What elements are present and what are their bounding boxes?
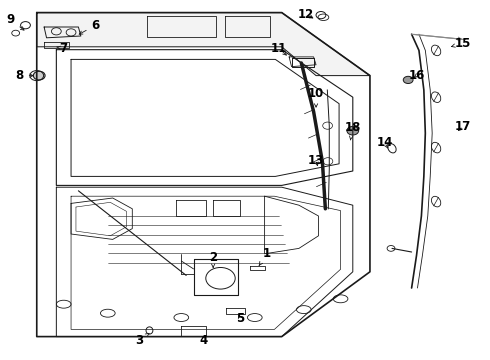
Text: 12: 12 [298, 8, 315, 21]
Text: 14: 14 [376, 136, 393, 149]
Text: 15: 15 [452, 37, 471, 50]
Text: 3: 3 [136, 333, 149, 347]
Text: 11: 11 [271, 42, 288, 55]
Text: 10: 10 [308, 87, 324, 107]
Text: 5: 5 [236, 312, 244, 325]
Text: 8: 8 [16, 69, 33, 82]
Circle shape [403, 76, 413, 84]
Text: 9: 9 [7, 13, 24, 30]
Text: 17: 17 [455, 120, 471, 132]
Text: 4: 4 [199, 334, 207, 347]
Text: 6: 6 [79, 19, 99, 34]
Text: 1: 1 [259, 247, 271, 265]
Text: 2: 2 [209, 251, 217, 267]
Text: 7: 7 [57, 42, 68, 55]
Text: 18: 18 [344, 121, 361, 140]
Polygon shape [37, 13, 370, 76]
Text: 13: 13 [308, 154, 324, 167]
Circle shape [347, 126, 359, 135]
Text: 16: 16 [408, 69, 425, 82]
Circle shape [33, 71, 45, 80]
